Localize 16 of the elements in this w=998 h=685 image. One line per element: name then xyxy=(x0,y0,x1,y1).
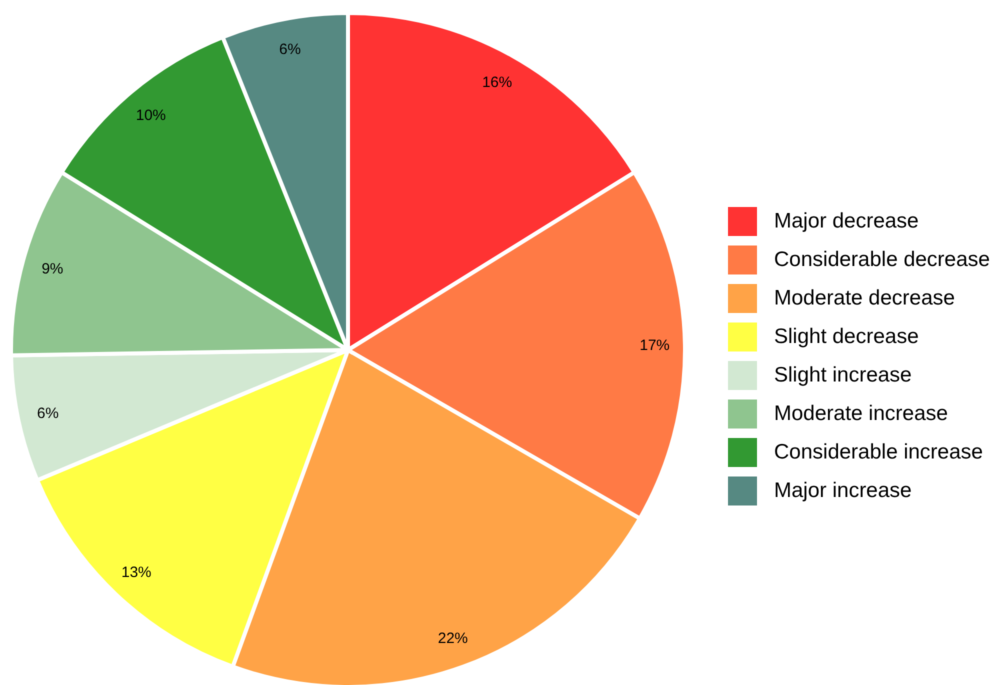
data-label: 22% xyxy=(438,630,468,648)
data-label: 6% xyxy=(36,404,59,422)
data-label: 6% xyxy=(279,40,301,58)
legend-label: Moderate increase xyxy=(774,402,948,425)
legend-label: Major increase xyxy=(774,479,912,502)
data-label: 13% xyxy=(121,564,152,581)
legend-label: Slight increase xyxy=(774,364,912,386)
legend-label: Considerable decrease xyxy=(774,248,990,271)
legend-label: Slight decrease xyxy=(774,325,919,348)
legend-label: Major decrease xyxy=(774,210,919,232)
data-label: 16% xyxy=(482,74,512,92)
data-label: 9% xyxy=(42,260,64,278)
legend-label: Considerable increase xyxy=(774,440,983,464)
data-label: 17% xyxy=(640,337,670,354)
legend-label: Moderate decrease xyxy=(774,286,955,310)
data-label: 10% xyxy=(136,107,166,124)
